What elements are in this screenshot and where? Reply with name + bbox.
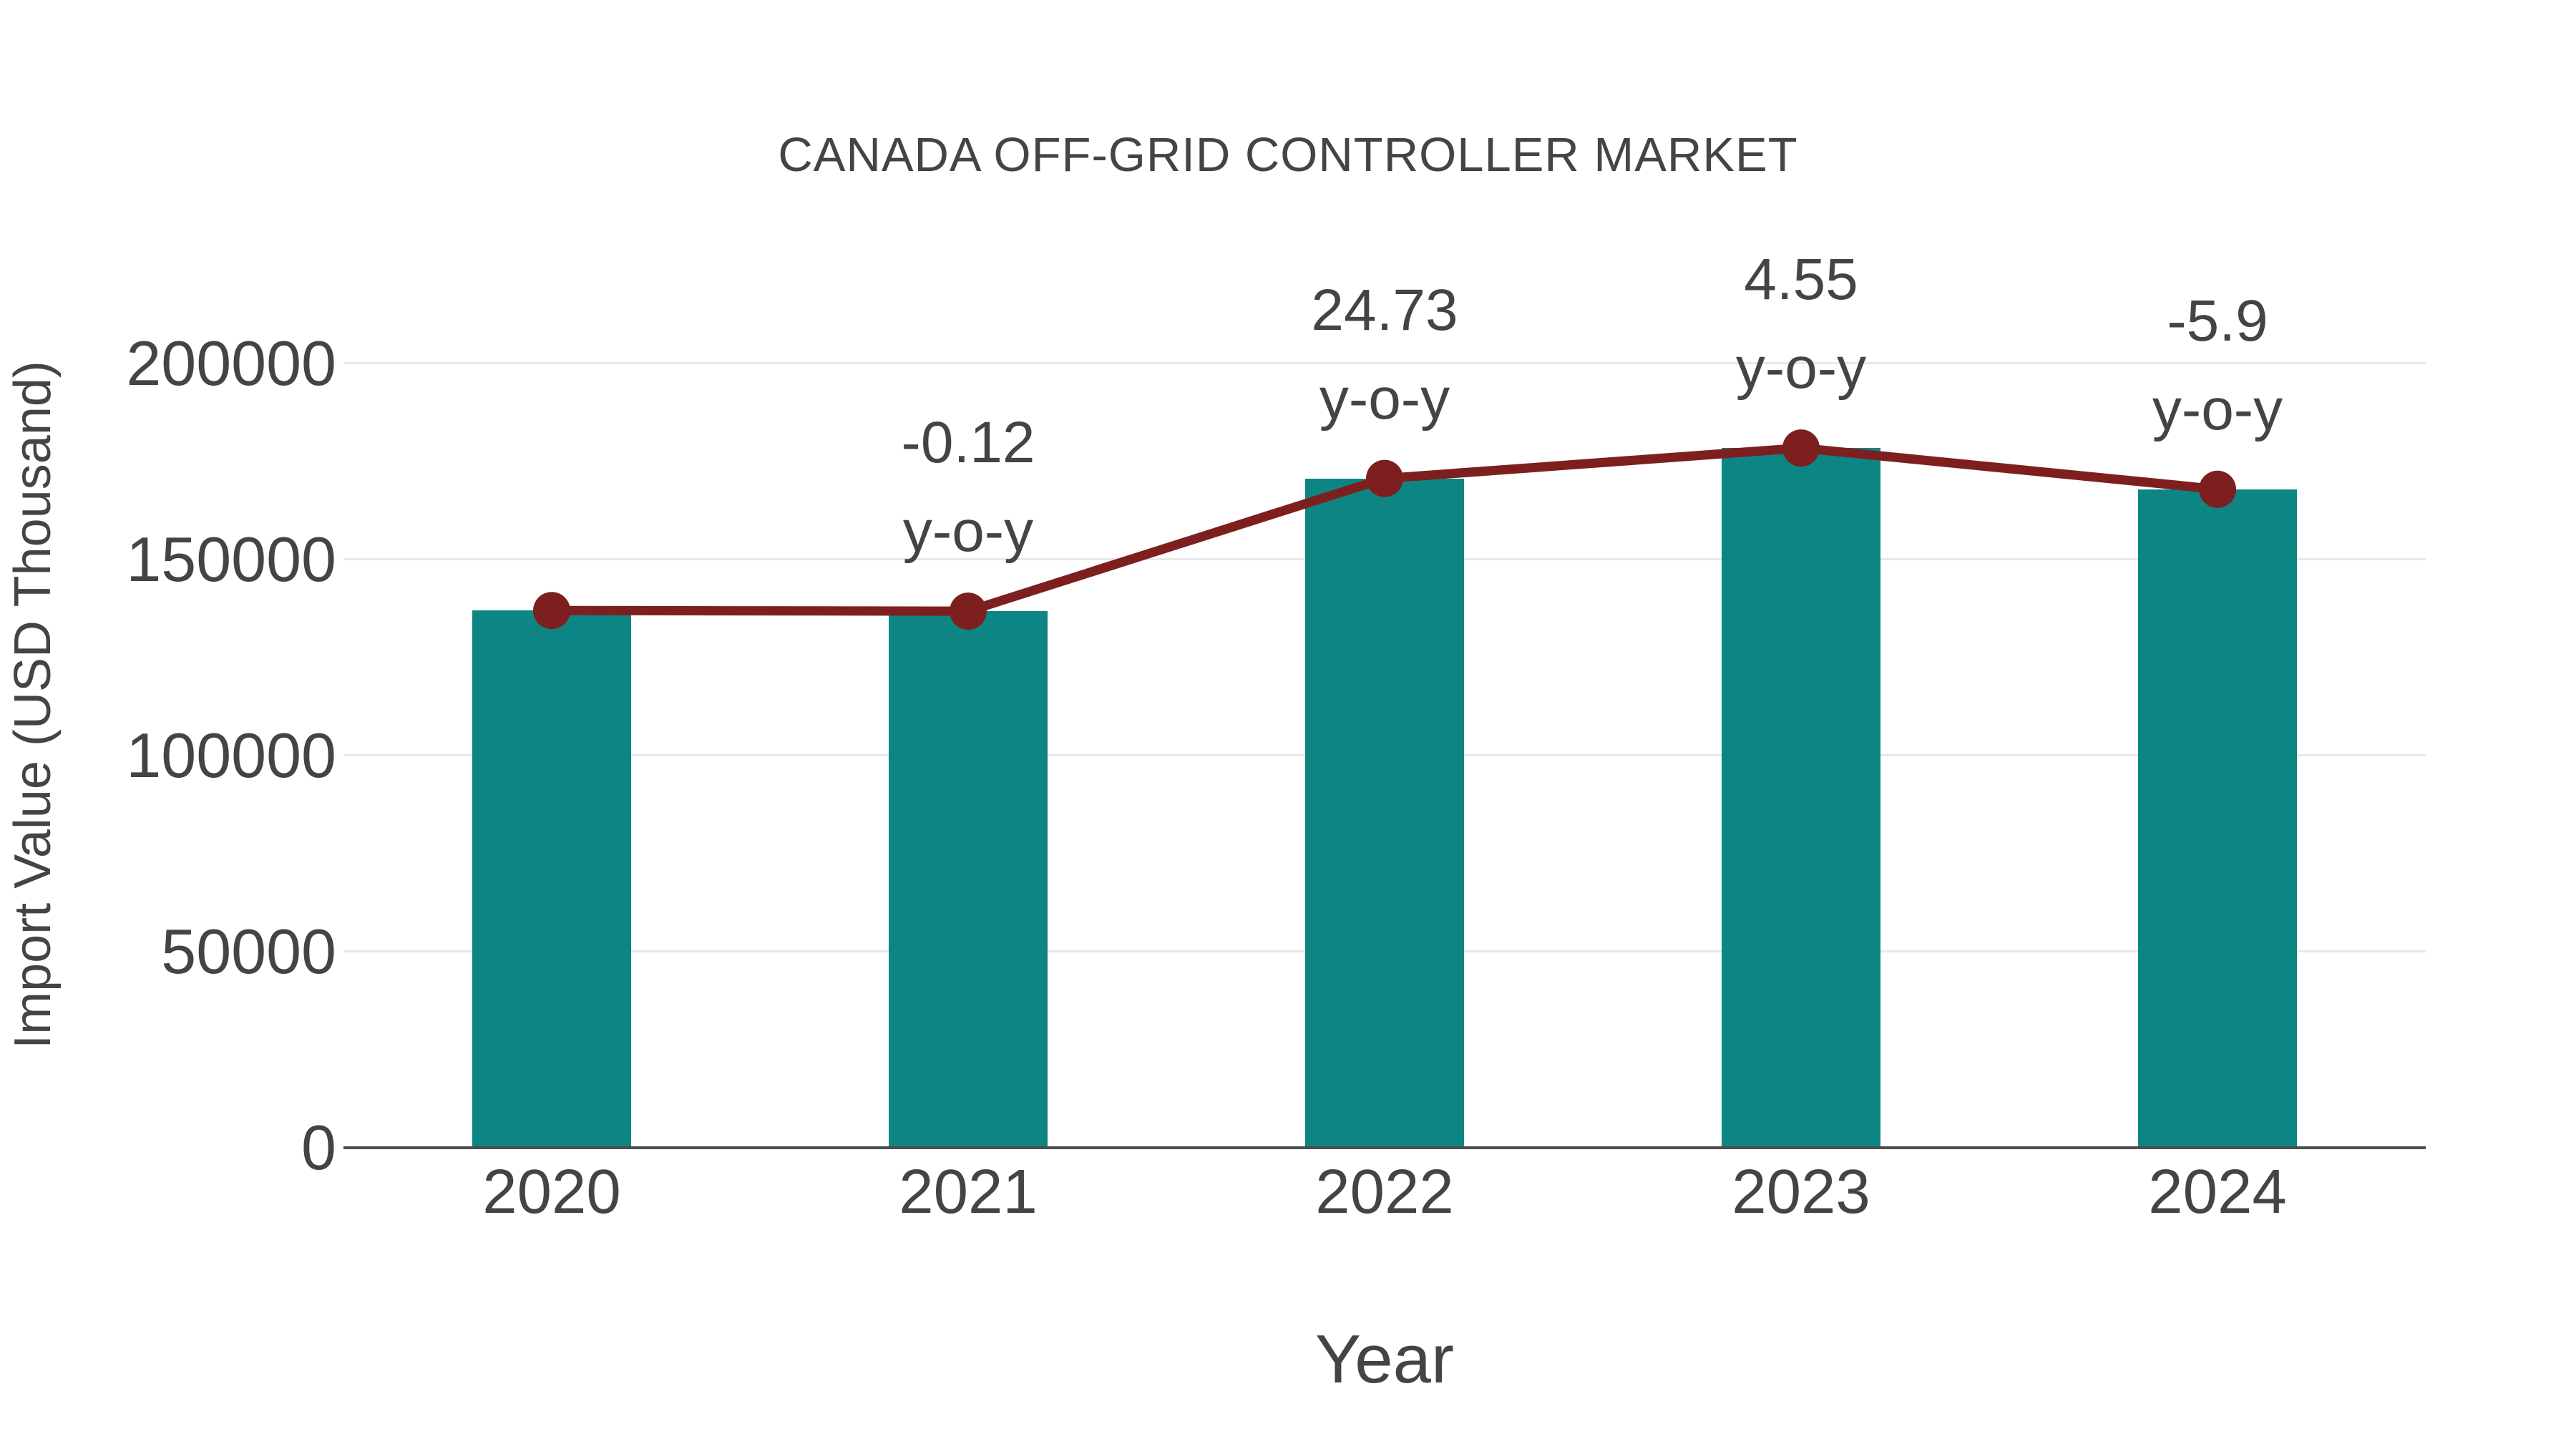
yoy-suffix-label: y-o-y xyxy=(2152,376,2283,442)
yoy-value-label: -5.9 xyxy=(2167,288,2268,353)
x-tick-label-2024: 2024 xyxy=(2148,1157,2287,1226)
line-marker-2022[interactable] xyxy=(1366,459,1403,497)
line-marker-2023[interactable] xyxy=(1782,429,1820,467)
chart-title: CANADA OFF-GRID CONTROLLER MARKET xyxy=(778,128,1798,182)
x-axis-baseline xyxy=(343,1146,2426,1149)
yoy-value-label: -0.12 xyxy=(901,410,1035,476)
bar-2022[interactable] xyxy=(1305,478,1464,1148)
y-tick-label-0: 0 xyxy=(301,1112,336,1183)
line-marker-2020[interactable] xyxy=(533,592,570,630)
yoy-value-label: 4.55 xyxy=(1744,247,1858,313)
y-tick-label-200000: 200000 xyxy=(126,328,336,399)
yoy-suffix-label: y-o-y xyxy=(902,499,1034,565)
y-tick-label-100000: 100000 xyxy=(126,720,336,791)
x-tick-label-2020: 2020 xyxy=(482,1157,621,1226)
line-marker-2024[interactable] xyxy=(2199,470,2236,508)
bar-2024[interactable] xyxy=(2138,489,2297,1148)
x-tick-label-2023: 2023 xyxy=(1732,1157,1870,1226)
y-tick-label-50000: 50000 xyxy=(161,916,336,987)
yoy-annotation-2022: 24.73 y-o-y xyxy=(1227,266,1542,444)
x-tick-label-2022: 2022 xyxy=(1315,1157,1454,1226)
yoy-annotation-2023: 4.55 y-o-y xyxy=(1644,235,1958,413)
yoy-value-label: 24.73 xyxy=(1311,277,1458,343)
gridline-200000 xyxy=(343,362,2426,364)
bar-2020[interactable] xyxy=(472,610,631,1148)
x-axis-title: Year xyxy=(1315,1321,1454,1397)
bar-2021[interactable] xyxy=(889,611,1048,1148)
yoy-suffix-label: y-o-y xyxy=(1319,366,1450,431)
yoy-suffix-label: y-o-y xyxy=(1735,336,1867,401)
bar-2023[interactable] xyxy=(1722,448,1880,1148)
yoy-annotation-2024: -5.9 y-o-y xyxy=(2060,277,2375,454)
line-marker-2021[interactable] xyxy=(950,592,987,630)
x-tick-label-2021: 2021 xyxy=(899,1157,1038,1226)
yoy-annotation-2021: -0.12 y-o-y xyxy=(811,399,1126,576)
y-tick-label-150000: 150000 xyxy=(126,524,336,595)
